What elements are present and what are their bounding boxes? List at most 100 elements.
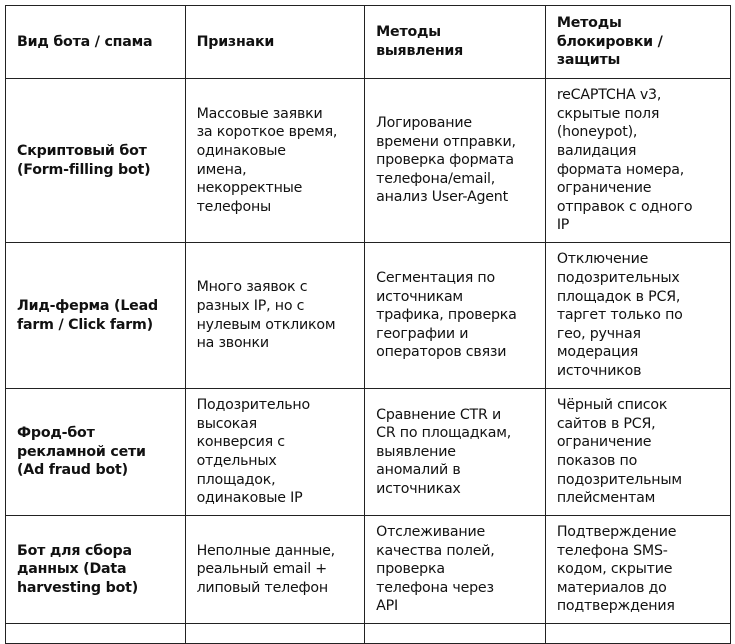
cell-text-line: телефоны — [196, 198, 272, 215]
cell-text-line: сайтов в РСЯ, — [556, 415, 656, 432]
cell-text-line: Отключение — [556, 251, 649, 268]
cell-text-line: Лид-ферма (Lead — [17, 297, 158, 314]
cell-text-line: разных IP, но с — [196, 297, 305, 314]
cell-text-line: модерация — [556, 344, 639, 361]
cell-text-line: анализ User-Agent — [376, 189, 508, 206]
cell-text-line: одинаковые — [196, 142, 286, 159]
cell-signs: Подозрительно высокая конверсия с отдельных… — [184, 388, 366, 516]
cell-text-line: данных (Data — [17, 561, 127, 578]
cell-text-line: отправок с одного — [556, 198, 693, 215]
cell-text-line: Логирование — [376, 115, 472, 132]
cell-text-line: Сегментация по — [376, 270, 495, 287]
cell-text-line: качества полей, — [376, 542, 495, 559]
cell-text-line: Отслеживание — [376, 524, 486, 541]
cell-text-line: операторов связи — [376, 344, 507, 361]
cell-text-line: трафика, проверка — [376, 307, 517, 324]
cell-text-line: защиты — [556, 52, 621, 69]
cell-text-line: кодом, скрытие — [556, 561, 673, 578]
cell-text-line: гео, ручная — [556, 325, 641, 342]
cell-text-line: подозрительным — [556, 471, 682, 488]
cell-text-line: harvesting bot) — [17, 579, 138, 596]
cell-text-line: Массовые заявки — [196, 105, 323, 122]
bot-types-table: Вид бота / спама Признаки Методы выявления М… — [5, 5, 732, 644]
cell-detection-methods: Логирование времени отправки, проверка фор… — [364, 78, 546, 243]
cell-text-line: аномалий в — [376, 462, 461, 479]
cell-text-line: географии и — [376, 325, 469, 342]
cell-text-line: Сравнение CTR и — [376, 406, 501, 423]
cell-text-line: площадок, — [196, 471, 276, 488]
cell-text-line: Вид бота / спама — [17, 33, 153, 50]
cell-text-line: Бот для сбора — [17, 542, 132, 559]
cell-text-line: телефона/email, — [376, 170, 496, 187]
cell-text-line: нулевым откликом — [196, 316, 336, 333]
cell-text-line: farm / Click farm) — [17, 316, 153, 333]
cell-text-line: за короткое время, — [196, 124, 338, 141]
cell-text-line: телефона через — [376, 579, 494, 596]
cell-text-line: формата номера, — [556, 161, 685, 178]
cell-text-line: API — [376, 598, 398, 615]
cell-text-line: (Form-filling bot) — [17, 161, 151, 178]
cell-text-line: reCAPTCHA v3, — [556, 87, 662, 104]
cell-text-line: рекламной сети — [17, 443, 146, 460]
header-detection-methods: Методы выявления — [364, 5, 546, 79]
cell-text-line: Скриптовый бот — [17, 142, 147, 159]
cell-text-line: высокая — [196, 415, 258, 432]
cell-text-line: скрытые поля — [556, 105, 660, 122]
cell-text-line: подозрительных — [556, 270, 680, 287]
cell-text-line: (Ad fraud bot) — [17, 462, 128, 479]
cell-text-line: показов по — [556, 453, 638, 469]
cell-detection-methods: Сравнение CTR и CR по площадкам, выявление… — [364, 388, 546, 516]
cell-text-line: ограничение — [556, 434, 652, 451]
cell-text-line: проверка — [376, 561, 445, 578]
cell-text-line: (honeypot), — [556, 124, 638, 141]
cell-blocking-methods: Отключение подозрительных площадок в РСЯ, т… — [544, 242, 732, 389]
cell-text-line: имена, — [196, 161, 247, 178]
cell-detection-methods: Отслеживание качества полей, проверка телеф… — [364, 515, 546, 624]
cell-text-line: Подтверждение — [556, 524, 677, 541]
cell-text-line: реальный email + — [196, 561, 328, 578]
cell-signs: Массовые заявки за короткое время, одинако… — [184, 78, 366, 243]
cell-text-line: таргет только по — [556, 307, 683, 324]
cell-text-line: телефона SMS- — [556, 542, 668, 559]
cell-text-line: площадок в РСЯ, — [556, 288, 681, 305]
header-bot-type: Вид бота / спама — [5, 5, 186, 79]
cell-text-line: Признаки — [196, 33, 275, 50]
cell-text-line: ограничение — [556, 180, 652, 197]
header-blocking-methods: Методы блокировки / защиты — [544, 5, 732, 79]
cell-bot-type: Фрод-бот рекламной сети (Ad fraud bot) — [5, 388, 186, 516]
cell-bot-type: Скриптовый бот (Form-filling bot) — [5, 78, 186, 243]
header-row: Вид бота / спама Признаки Методы выявления М… — [5, 5, 732, 79]
cell-text-line: источникам — [376, 288, 463, 305]
cell-text-line: одинаковые IP — [196, 490, 303, 507]
cell-text-line: IP — [556, 217, 570, 234]
cell-text-line: Фрод-бот — [17, 425, 95, 442]
cell-text-line: Подозрительно — [196, 397, 311, 414]
cell-text-line: Чёрный список — [556, 397, 668, 414]
cell-text-line: проверка формата — [376, 152, 514, 169]
cell-text-line: Методы — [376, 24, 441, 41]
cell-text-line: блокировки / — [556, 33, 663, 50]
cell-text-line: Много заявок с — [196, 279, 308, 296]
table-row: Скриптовый бот (Form-filling bot) Массовые… — [5, 78, 732, 243]
cell-blocking-methods: Чёрный список сайтов в РСЯ, ограничение пок… — [544, 388, 732, 516]
cell-text-line: времени отправки, — [376, 133, 516, 150]
cell-text-line: CR по площадкам, — [376, 425, 512, 442]
cell-signs: Много заявок с разных IP, но с нулевым отк… — [184, 242, 366, 389]
cell-text-line: источников — [556, 362, 642, 379]
cell-text-line: выявление — [376, 443, 456, 460]
cell-text-line: отдельных — [196, 453, 277, 469]
cell-text-line: на звонки — [196, 335, 270, 352]
cell-text-line: валидация — [556, 142, 637, 159]
cell-text-line: Неполные данные, — [196, 542, 336, 559]
cell-text-line: материалов до — [556, 579, 667, 596]
cell-text-line: источниках — [376, 480, 461, 497]
header-signs: Признаки — [184, 5, 366, 79]
cell-text-line: липовый телефон — [196, 579, 329, 596]
table-row: Бот для сбора данных (Data harvesting bot)… — [5, 515, 732, 624]
table-row: Фрод-бот рекламной сети (Ad fraud bot) Подо… — [5, 388, 732, 516]
cell-text-line: подтверждения — [556, 598, 675, 615]
cell-signs: Неполные данные, реальный email + липовый … — [184, 515, 366, 624]
cell-detection-methods: Сегментация по источникам трафика, проверк… — [364, 242, 546, 389]
cell-text-line: некорректные — [196, 180, 303, 197]
cell-blocking-methods: Подтверждение телефона SMS-кодом, скрытие… — [544, 515, 732, 624]
